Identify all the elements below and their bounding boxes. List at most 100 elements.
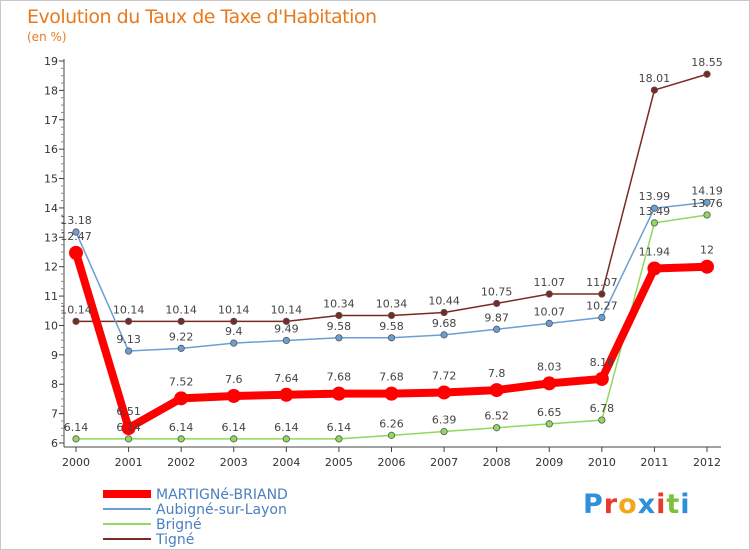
x-tick-label: 2006 xyxy=(378,456,406,469)
chart-subtitle: (en %) xyxy=(27,30,67,44)
series-point xyxy=(387,311,396,320)
series-point xyxy=(598,290,606,298)
data-label: 13.76 xyxy=(691,197,723,210)
logo-letter: i xyxy=(680,489,691,520)
y-tick-label: 7 xyxy=(51,408,58,421)
y-tick-label: 15 xyxy=(44,173,58,186)
y-tick-label: 9 xyxy=(51,349,58,362)
x-tick-label: 2005 xyxy=(325,456,353,469)
legend: MARTIGNé-BRIANDAubigné-sur-LayonBrignéTi… xyxy=(103,487,288,548)
data-label: 6.51 xyxy=(116,405,141,418)
data-label: 6.39 xyxy=(432,414,457,427)
data-label: 10.14 xyxy=(60,303,92,316)
y-tick-label: 17 xyxy=(44,114,58,127)
y-tick-label: 8 xyxy=(51,378,58,391)
y-tick-label: 12 xyxy=(44,261,58,274)
series-layer xyxy=(69,70,714,443)
series-point xyxy=(335,311,343,320)
data-label: 10.14 xyxy=(165,303,197,316)
series-point xyxy=(282,317,290,325)
data-label: 13.18 xyxy=(60,214,92,227)
series-point xyxy=(493,424,501,432)
chart-axes: 6 7 8 9 10 11 12 13 14 15 16 17 18 19 2000 2001 2002 2003… xyxy=(44,55,721,469)
data-label: 6.26 xyxy=(379,417,404,430)
y-tick-label: 11 xyxy=(44,290,58,303)
series-point xyxy=(545,319,553,328)
data-label: 6.52 xyxy=(484,410,509,423)
data-labels: 10.14 10.14 10.14 10.14 10.14 10.34 10.34 10.44… xyxy=(60,56,723,434)
series-point xyxy=(230,339,238,347)
data-label: 6.14 xyxy=(222,421,247,434)
series-point xyxy=(437,385,452,400)
data-label: 9.4 xyxy=(225,325,243,338)
data-label: 6.14 xyxy=(169,421,194,434)
legend-label: Tigné xyxy=(155,532,194,548)
x-tick-label: 2012 xyxy=(693,456,721,469)
data-label: 9.49 xyxy=(274,322,299,335)
data-label: 18.01 xyxy=(639,72,671,85)
y-tick-label: 14 xyxy=(44,202,58,215)
data-label: 10.14 xyxy=(218,303,250,316)
series-point xyxy=(650,86,659,94)
series-point xyxy=(440,308,448,317)
data-label: 7.72 xyxy=(432,369,457,382)
series-point xyxy=(72,435,80,443)
series-point xyxy=(72,228,80,236)
y-tick-label: 18 xyxy=(44,84,58,97)
series-point xyxy=(279,387,294,402)
series-point xyxy=(226,388,241,403)
series-point xyxy=(703,70,711,78)
data-label: 7.6 xyxy=(225,373,243,386)
x-tick-label: 2010 xyxy=(588,456,616,469)
series-point xyxy=(598,416,606,424)
chart-title: Evolution du Taux de Taxe d'Habitation xyxy=(27,6,377,28)
series-point xyxy=(331,386,346,401)
series-point xyxy=(124,347,133,355)
data-label: 10.27 xyxy=(586,300,618,313)
y-tick-label: 19 xyxy=(44,55,58,68)
series-point xyxy=(230,317,238,325)
x-tick-label: 2002 xyxy=(167,456,195,469)
data-label: 11.07 xyxy=(534,276,566,289)
series-point xyxy=(542,376,557,391)
series-point xyxy=(335,435,343,443)
data-label: 6.14 xyxy=(116,421,141,434)
series-point xyxy=(282,435,290,443)
x-tick-label: 2004 xyxy=(272,456,300,469)
series-point xyxy=(647,261,662,276)
data-label: 9.68 xyxy=(432,317,457,330)
data-label: 11.94 xyxy=(639,245,671,258)
series-point xyxy=(703,211,711,219)
series-point xyxy=(177,317,185,325)
data-label: 10.34 xyxy=(376,297,408,310)
series-point xyxy=(387,431,396,439)
series-point xyxy=(282,336,290,345)
data-label: 11.07 xyxy=(586,276,618,289)
series-point xyxy=(121,421,136,436)
data-label: 10.75 xyxy=(481,285,513,298)
x-tick-label: 2009 xyxy=(535,456,563,469)
legend-label: Aubigné-sur-Layon xyxy=(156,502,287,518)
data-label: 7.68 xyxy=(379,371,404,384)
data-label: 10.07 xyxy=(534,305,566,318)
legend-label: Brigné xyxy=(156,517,202,533)
data-label: 7.68 xyxy=(327,371,352,384)
x-tick-label: 2003 xyxy=(220,456,248,469)
data-label: 13.99 xyxy=(639,190,671,203)
series-point xyxy=(703,198,711,206)
data-label: 14.19 xyxy=(691,184,723,197)
series-point xyxy=(335,334,343,342)
series-point xyxy=(594,371,609,386)
y-tick-label: 10 xyxy=(44,319,58,332)
logo-letter: P xyxy=(583,489,604,520)
series-point xyxy=(124,317,133,325)
series-point xyxy=(700,259,714,274)
proxiti-logo: Proxiti xyxy=(583,489,691,520)
data-label: 9.22 xyxy=(169,330,194,343)
series-point xyxy=(545,290,553,298)
data-label: 10.14 xyxy=(271,303,303,316)
logo-letter: r xyxy=(603,489,619,520)
series-point xyxy=(493,325,501,333)
data-label: 9.58 xyxy=(327,320,352,333)
data-label: 10.34 xyxy=(323,297,355,310)
